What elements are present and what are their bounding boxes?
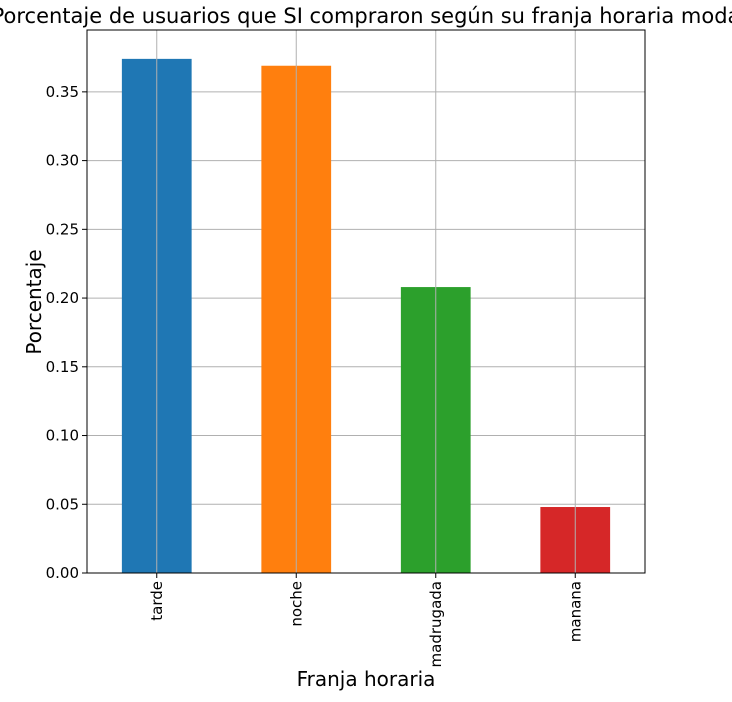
y-tick-label: 0.15 bbox=[46, 358, 79, 376]
plot-frame bbox=[86, 29, 646, 574]
y-tick-label: 0.30 bbox=[46, 152, 79, 170]
y-axis-ticks: 0.00 0.05 0.10 0.15 0.20 0.25 0.30 0.35 bbox=[46, 83, 87, 582]
x-axis-label: Franja horaria bbox=[297, 667, 436, 691]
x-axis-ticks: tarde noche madrugada manana bbox=[148, 573, 584, 667]
x-tick-label: madrugada bbox=[427, 581, 445, 667]
x-tick-label: noche bbox=[287, 581, 305, 627]
y-tick-label: 0.10 bbox=[46, 427, 79, 445]
y-tick-label: 0.05 bbox=[46, 495, 79, 513]
bars bbox=[121, 58, 611, 574]
y-tick-label: 0.25 bbox=[46, 220, 79, 238]
grid-vertical bbox=[156, 30, 576, 573]
y-tick-label: 0.35 bbox=[46, 83, 79, 101]
y-tick-label: 0.20 bbox=[46, 289, 79, 307]
x-tick-label: tarde bbox=[148, 581, 166, 621]
chart-title: Porcentaje de usuarios que SI compraron … bbox=[0, 4, 732, 28]
x-tick-label: manana bbox=[566, 581, 584, 642]
y-axis-label: Porcentaje bbox=[22, 249, 46, 354]
y-tick-label: 0.00 bbox=[46, 564, 79, 582]
